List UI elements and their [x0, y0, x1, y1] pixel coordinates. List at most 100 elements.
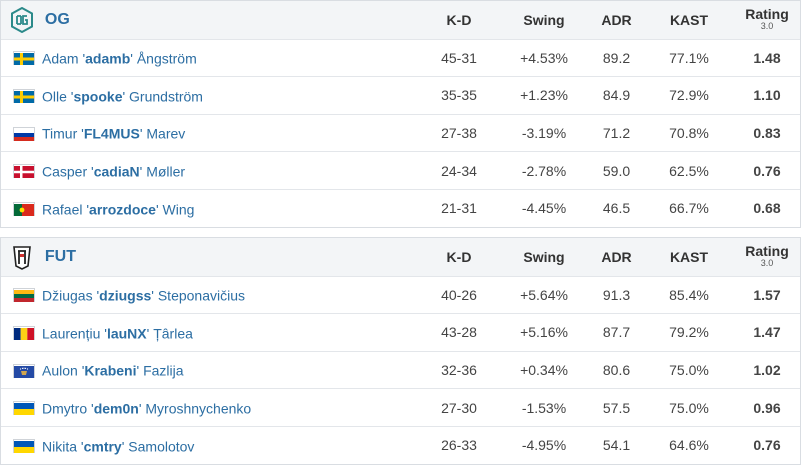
kd-cell: 27-30: [441, 399, 477, 416]
col-rating: Rating 3.0: [734, 238, 800, 276]
kd-cell: 45-31: [441, 49, 477, 66]
team-header: OG: [1, 1, 419, 39]
adr-cell: 91.3: [602, 286, 631, 303]
kd-cell: 24-34: [441, 162, 477, 179]
col-rating-label: Rating: [745, 242, 789, 259]
player-rows: Džiugas 'dziugss' Steponavičius 40-26 +5.6…: [1, 276, 800, 464]
quote-open: ': [77, 438, 84, 455]
player-nickname: lauNX: [106, 325, 147, 342]
col-adr: ADR: [601, 248, 632, 265]
player-link[interactable]: Rafael 'arrozdoce' Wing: [42, 201, 194, 217]
adr-cell: 89.2: [602, 49, 631, 66]
player-last-name: Ångström: [136, 50, 197, 67]
player-first-name: Adam: [42, 50, 79, 67]
col-swing: Swing: [523, 11, 565, 28]
rating-cell: 0.76: [753, 162, 781, 179]
player-nickname: cmtry: [83, 438, 122, 455]
player-nickname: dem0n: [93, 400, 139, 417]
og-logo-icon[interactable]: [11, 6, 33, 33]
fut-logo-icon[interactable]: [11, 244, 33, 270]
table-row: Rafael 'arrozdoce' Wing 21-31 -4.45% 46.5 66…: [1, 189, 800, 227]
quote-close: ': [121, 438, 129, 455]
rating-cell: 1.10: [753, 87, 781, 104]
kast-cell: 85.4%: [669, 286, 709, 303]
table-row: Aulon 'Krabeni' Fazlija 32-36 +0.34% 80.6 75…: [1, 351, 800, 389]
rating-cell: 1.57: [753, 286, 781, 303]
denmark-flag-icon: [13, 164, 35, 179]
team-name[interactable]: OG: [44, 10, 70, 28]
player-cell: Timur 'FL4MUS' Marev: [1, 114, 419, 152]
player-first-name: Aulon: [42, 362, 78, 379]
team-og-stats-table: OG K-D Swing ADR KAST Rating 3.0 Adam 'a…: [0, 0, 801, 228]
player-first-name: Timur: [42, 125, 78, 142]
adr-cell: 87.7: [602, 324, 631, 341]
player-last-name: Grundström: [129, 88, 203, 105]
quote-close: ': [151, 287, 158, 304]
kd-cell: 40-26: [441, 286, 477, 303]
quote-close: ': [139, 125, 147, 142]
player-link[interactable]: Džiugas 'dziugss' Steponavičius: [42, 287, 245, 303]
rating-cell: 0.68: [753, 200, 781, 217]
rating-cell: 1.47: [753, 324, 781, 341]
table-header: OG K-D Swing ADR KAST Rating 3.0: [1, 1, 800, 39]
adr-cell: 80.6: [602, 361, 631, 378]
adr-cell: 71.2: [602, 124, 631, 141]
quote-close: ': [155, 201, 163, 218]
player-link[interactable]: Laurențiu 'lauNX' Țârlea: [42, 325, 193, 341]
swing-cell: -1.53%: [521, 399, 567, 416]
rating-cell: 0.96: [753, 399, 781, 416]
rating-cell: 1.48: [753, 49, 781, 66]
player-first-name: Dmytro: [42, 400, 88, 417]
player-last-name: Marev: [146, 125, 186, 142]
player-link[interactable]: Aulon 'Krabeni' Fazlija: [42, 363, 184, 379]
player-last-name: Møller: [146, 163, 186, 180]
player-link[interactable]: Olle 'spooke' Grundström: [42, 88, 203, 104]
col-kast: KAST: [669, 11, 709, 28]
quote-open: ': [77, 362, 85, 379]
player-link[interactable]: Timur 'FL4MUS' Marev: [42, 126, 185, 142]
col-kd: K-D: [446, 248, 472, 265]
adr-cell: 84.9: [602, 87, 631, 104]
team-name[interactable]: FUT: [44, 247, 76, 265]
kd-cell: 43-28: [441, 324, 477, 341]
col-adr: ADR: [601, 11, 632, 28]
player-last-name: Wing: [162, 201, 195, 218]
rating-cell: 0.83: [753, 124, 781, 141]
adr-cell: 46.5: [602, 200, 631, 217]
ukraine-flag-icon: [13, 401, 35, 416]
table-row: Casper 'cadiaN' Møller 24-34 -2.78% 59.0 62.…: [1, 151, 800, 190]
quote-close: ': [139, 163, 147, 180]
quote-close: ': [130, 50, 137, 67]
player-cell: Rafael 'arrozdoce' Wing: [1, 189, 419, 227]
col-kast: KAST: [669, 248, 709, 265]
kast-cell: 75.0%: [669, 361, 709, 378]
table-row: Olle 'spooke' Grundström 35-35 +1.23% 84.9 7…: [1, 76, 800, 115]
quote-close: ': [122, 88, 130, 105]
player-cell: Adam 'adamb' Ångström: [1, 39, 419, 77]
player-nickname: adamb: [85, 50, 131, 67]
table-row: Timur 'FL4MUS' Marev 27-38 -3.19% 71.2 70.8%…: [1, 114, 800, 152]
quote-open: ': [66, 88, 74, 105]
quote-open: ': [82, 201, 90, 218]
player-cell: Aulon 'Krabeni' Fazlija: [1, 351, 419, 389]
player-nickname: FL4MUS: [83, 125, 140, 142]
quote-close: ': [138, 400, 146, 417]
player-link[interactable]: Casper 'cadiaN' Møller: [42, 163, 185, 179]
player-nickname: Krabeni: [84, 362, 137, 379]
rating-cell: 0.76: [753, 437, 781, 454]
col-rating-version: 3.0: [760, 20, 774, 31]
player-cell: Casper 'cadiaN' Møller: [1, 152, 419, 190]
player-nickname: cadiaN: [93, 163, 140, 180]
kd-cell: 26-33: [441, 437, 477, 454]
player-link[interactable]: Adam 'adamb' Ångström: [42, 50, 197, 66]
player-link[interactable]: Dmytro 'dem0n' Myroshnychenko: [42, 400, 251, 416]
table-row: Džiugas 'dziugss' Steponavičius 40-26 +5.6…: [1, 276, 800, 314]
table-row: Adam 'adamb' Ångström 45-31 +4.53% 89.2 77.1…: [1, 39, 800, 77]
player-rows: Adam 'adamb' Ångström 45-31 +4.53% 89.2 77.1…: [1, 39, 800, 227]
player-cell: Džiugas 'dziugss' Steponavičius: [1, 276, 419, 314]
player-last-name: Fazlija: [143, 362, 184, 379]
portugal-flag-icon: [13, 202, 35, 217]
player-link[interactable]: Nikita 'cmtry' Samolotov: [42, 438, 194, 454]
swing-cell: -4.45%: [521, 200, 567, 217]
stats-table: OG K-D Swing ADR KAST Rating 3.0 Adam 'a…: [1, 1, 800, 227]
